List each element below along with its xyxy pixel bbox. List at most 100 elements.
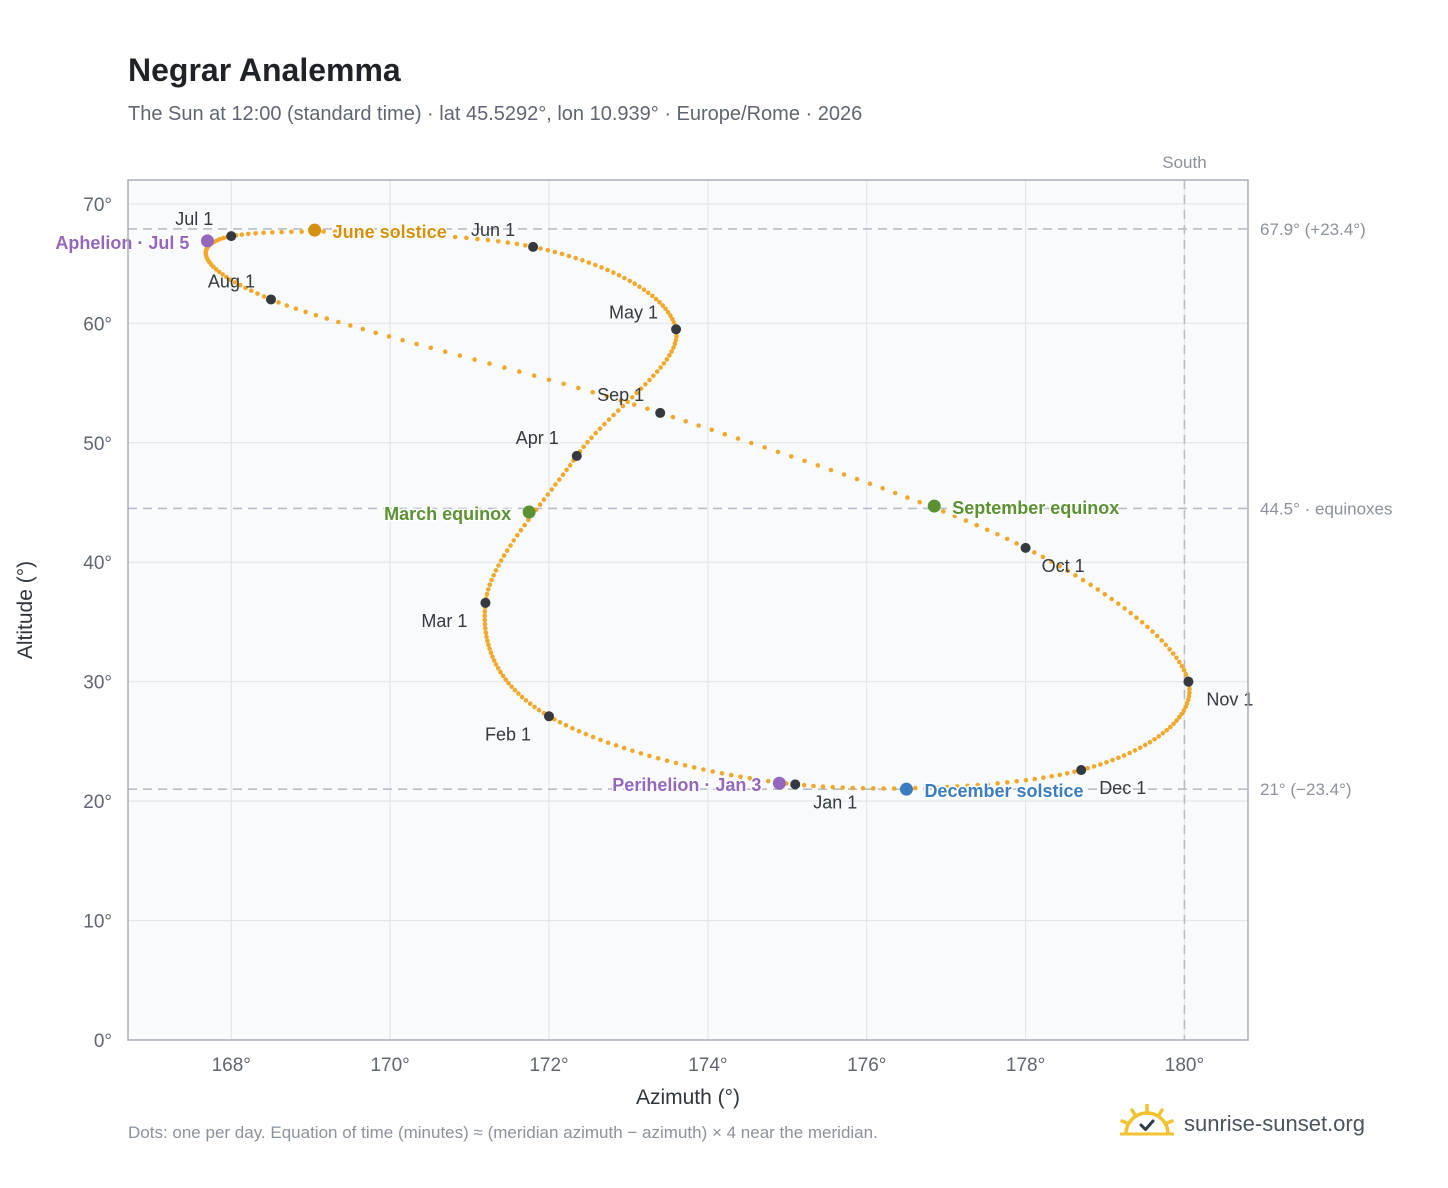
daily-dot — [597, 426, 603, 431]
daily-dot — [590, 389, 595, 395]
daily-dot — [380, 230, 386, 236]
daily-dot — [654, 369, 660, 374]
daily-dot — [452, 234, 458, 240]
event-marker — [899, 782, 913, 796]
analemma-curve — [203, 229, 1192, 791]
daily-dot — [975, 782, 981, 788]
axis-tick-labels: 168° 170° 172° 174° 176° 178° 180° 0° 10° 20° 30° 4… — [83, 195, 1204, 1076]
daily-dot — [1184, 701, 1190, 706]
month-label: Aug 1 — [208, 271, 255, 291]
daily-dot — [496, 563, 501, 568]
daily-dot — [488, 650, 494, 656]
chart-title: Negrar Analemma — [128, 52, 401, 88]
daily-dot — [1041, 775, 1046, 780]
daily-dot — [279, 229, 284, 235]
daily-dot — [738, 774, 743, 780]
daily-dot — [641, 287, 647, 293]
daily-dot — [1040, 554, 1046, 560]
daily-dot — [1145, 624, 1150, 630]
daily-dot — [622, 275, 627, 281]
daily-dot — [261, 294, 267, 299]
daily-dot — [504, 548, 510, 553]
daily-dot — [638, 751, 644, 756]
daily-dot — [493, 568, 499, 573]
daily-dot — [841, 472, 847, 477]
daily-dot — [647, 753, 652, 759]
month-marker — [528, 241, 539, 252]
daily-dot — [553, 482, 558, 487]
daily-dot — [984, 527, 990, 533]
daily-dot — [1152, 737, 1157, 742]
daily-dot — [1150, 629, 1155, 634]
daily-dot — [657, 300, 662, 305]
month-marker — [1020, 542, 1031, 553]
daily-dot — [647, 377, 652, 383]
daily-dot — [590, 734, 596, 740]
daily-dot — [1004, 536, 1010, 542]
month-marker — [790, 779, 801, 790]
daily-dot — [356, 229, 362, 235]
daily-dot — [670, 414, 676, 420]
daily-dot — [559, 251, 565, 257]
daily-dot — [661, 361, 667, 366]
daily-dot — [905, 495, 910, 500]
month-label: Dec 1 — [1099, 778, 1146, 798]
daily-dot — [549, 487, 554, 492]
daily-dot — [515, 533, 520, 538]
daily-dot — [1080, 577, 1086, 583]
daily-dot — [386, 334, 392, 339]
daily-dot — [249, 288, 254, 294]
plot-frame — [127, 179, 1249, 1041]
month-marker — [265, 294, 276, 305]
month-label: Nov 1 — [1206, 690, 1253, 710]
daily-dot — [321, 229, 326, 234]
daily-dot — [518, 527, 524, 533]
daily-dot — [400, 337, 405, 343]
reference-line-label: 21° (−23.4°) — [1260, 780, 1352, 799]
daily-dot — [344, 229, 350, 235]
event-marker — [308, 223, 322, 237]
daily-dot — [237, 282, 243, 288]
daily-dot — [253, 231, 258, 236]
daily-dot — [500, 673, 506, 679]
daily-dot — [531, 373, 537, 379]
daily-dot — [560, 472, 566, 478]
daily-dot — [541, 497, 547, 502]
daily-dot — [815, 463, 821, 468]
daily-dot — [514, 241, 520, 247]
daily-dot — [913, 785, 918, 791]
daily-dot — [313, 312, 319, 318]
daily-dot — [618, 398, 623, 403]
daily-dot — [484, 634, 489, 639]
daily-dot — [634, 390, 639, 396]
daily-dot — [963, 518, 969, 523]
daily-dot — [495, 239, 501, 244]
daily-dot — [811, 783, 816, 789]
event-markers: June solstice December solstice March equi… — [54, 221, 1121, 803]
daily-dot — [489, 577, 494, 583]
y-tick-label: 70° — [83, 195, 112, 216]
daily-dot — [762, 445, 767, 450]
daily-dot — [605, 267, 610, 273]
x-tick-label: 172° — [529, 1055, 568, 1076]
daily-dot — [1116, 601, 1121, 606]
daily-dot — [1171, 721, 1176, 727]
brand-name: sunrise-sunset.org — [1184, 1111, 1365, 1136]
daily-dot — [1183, 671, 1189, 677]
daily-dot — [1142, 742, 1148, 748]
daily-dot — [1085, 766, 1090, 771]
daily-dot — [638, 386, 644, 391]
daily-dot — [495, 666, 501, 671]
daily-dot — [1049, 774, 1054, 779]
daily-dot — [789, 454, 794, 459]
month-marker — [543, 711, 554, 722]
daily-dot — [616, 273, 622, 278]
daily-dot — [611, 412, 616, 418]
sun-icon — [1120, 1102, 1174, 1145]
daily-dot — [576, 385, 581, 391]
daily-dot — [605, 740, 611, 745]
brand-logo[interactable]: sunrise-sunset.org — [1120, 1102, 1365, 1146]
daily-dot — [1177, 659, 1182, 665]
daily-dot — [1032, 776, 1038, 782]
month-marker — [655, 407, 666, 418]
